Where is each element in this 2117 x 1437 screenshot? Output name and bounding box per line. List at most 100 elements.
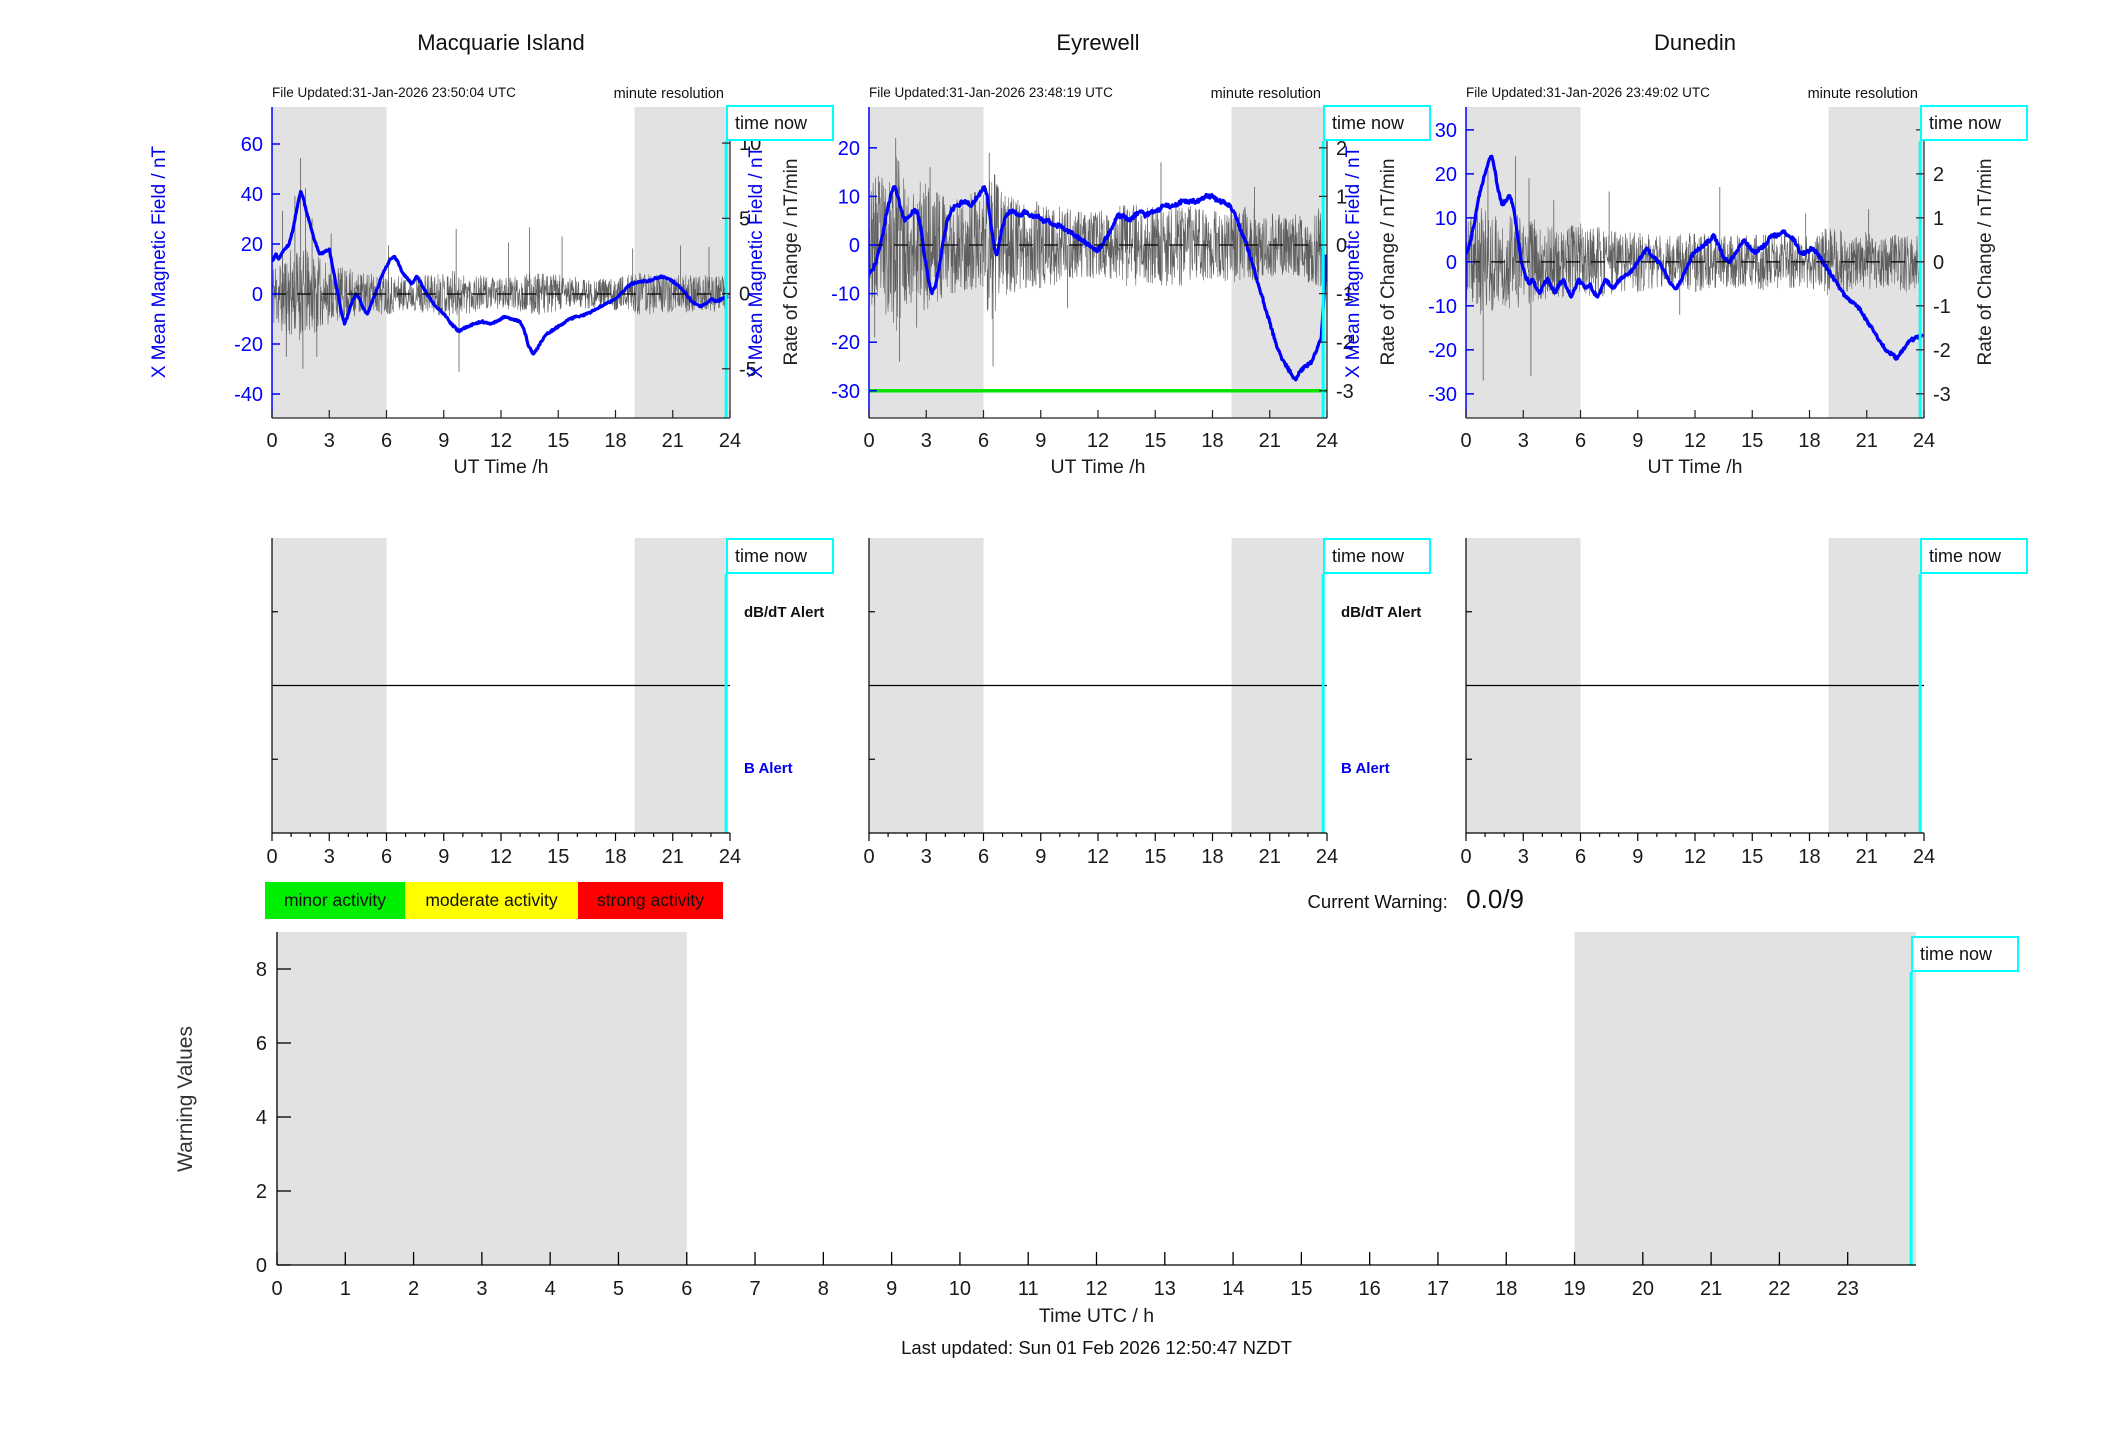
- svg-text:10: 10: [949, 1278, 971, 1300]
- svg-text:3: 3: [1518, 430, 1529, 452]
- x-tick-labels: 0 3 6 9 12 15 18 21 24: [266, 430, 741, 452]
- svg-text:5: 5: [613, 1278, 624, 1300]
- time-now-label: time now: [1920, 538, 2028, 574]
- svg-text:9: 9: [1632, 430, 1643, 452]
- left-tick-labels: 60 40 20 0 -20 -40: [234, 134, 263, 406]
- x-axis-title: UT Time /h: [453, 456, 549, 478]
- svg-text:24: 24: [1913, 430, 1935, 452]
- svg-text:9: 9: [1035, 430, 1046, 452]
- trace-group: [869, 138, 1327, 382]
- svg-text:-10: -10: [1428, 296, 1457, 318]
- svg-text:18: 18: [1201, 846, 1223, 868]
- svg-text:-1: -1: [1933, 296, 1951, 318]
- svg-text:12: 12: [1684, 846, 1706, 868]
- left-axis-title: X Mean Magnetic Field / nT: [1343, 145, 1364, 379]
- svg-text:-20: -20: [1428, 340, 1457, 362]
- legend-minor-activity: minor activity: [265, 882, 405, 919]
- svg-text:0: 0: [1336, 235, 1347, 257]
- svg-text:-5: -5: [739, 359, 757, 381]
- resolution-note: minute resolution: [1807, 86, 1918, 102]
- time-now-label: time now: [726, 538, 834, 574]
- magnetometer-panel-macquarie-island: 0 3 6 9 12 15 18 21 24 60 40 20 0 -20 -40 10 5 0 -5 Macqua…: [149, 20, 852, 500]
- svg-text:-2: -2: [1336, 332, 1354, 354]
- svg-text:9: 9: [438, 430, 449, 452]
- svg-text:6: 6: [978, 846, 989, 868]
- alert-timeline-macquarie-island: 0 3 6 9 12 15 18 21 24 time now dB/dT Alert B Al…: [152, 530, 852, 900]
- svg-text:6: 6: [1575, 430, 1586, 452]
- svg-text:15: 15: [1741, 846, 1763, 868]
- svg-text:7: 7: [749, 1278, 760, 1300]
- svg-text:18: 18: [1495, 1278, 1517, 1300]
- svg-text:0: 0: [252, 284, 263, 306]
- svg-text:1: 1: [1933, 208, 1944, 230]
- svg-text:0: 0: [849, 235, 860, 257]
- resolution-note: minute resolution: [613, 86, 724, 102]
- x-tick-labels: 0 3 6 9 12 15 18 21 24: [863, 430, 1338, 452]
- svg-text:6: 6: [681, 1278, 692, 1300]
- trace-group: [272, 158, 730, 372]
- svg-text:12: 12: [1684, 430, 1706, 452]
- svg-text:-20: -20: [234, 334, 263, 356]
- svg-text:24: 24: [1316, 846, 1338, 868]
- svg-text:13: 13: [1154, 1278, 1176, 1300]
- x-tick-labels: 0 1 2 3 4 5 6 7 8 9 10 11 12 13 14 15 16 17 18 19 20 21 22 23: [271, 1278, 1858, 1300]
- svg-text:30: 30: [1435, 120, 1457, 142]
- svg-text:-1: -1: [1336, 284, 1354, 306]
- right-tick-labels: 2 1 0 -1 -2 -3: [1336, 138, 1354, 403]
- y-tick-labels: 0 2 4 6 8: [256, 959, 267, 1277]
- time-now-label: time now: [1323, 105, 1431, 141]
- svg-text:6: 6: [256, 1033, 267, 1055]
- svg-text:6: 6: [978, 430, 989, 452]
- svg-text:2: 2: [1336, 138, 1347, 160]
- svg-text:18: 18: [604, 430, 626, 452]
- svg-text:-2: -2: [1933, 340, 1951, 362]
- svg-text:4: 4: [545, 1278, 556, 1300]
- station-title: Dunedin: [1654, 30, 1736, 55]
- x-tick-labels: 0 3 6 9 12 15 18 21 24: [1460, 430, 1935, 452]
- svg-text:21: 21: [1259, 430, 1281, 452]
- x-axis-title: UT Time /h: [1050, 456, 1146, 478]
- svg-text:8: 8: [818, 1278, 829, 1300]
- svg-text:20: 20: [1632, 1278, 1654, 1300]
- svg-text:19: 19: [1563, 1278, 1585, 1300]
- svg-text:21: 21: [662, 846, 684, 868]
- left-axis-title: X Mean Magnetic Field / nT: [149, 145, 170, 379]
- warning-values-axis-title: Warning Values: [174, 1026, 197, 1172]
- shaded-hours-band: [1574, 932, 1916, 1265]
- svg-text:-30: -30: [831, 381, 860, 403]
- rate-of-change-trace: [869, 156, 1325, 331]
- svg-text:2: 2: [256, 1181, 267, 1203]
- svg-text:-30: -30: [1428, 384, 1457, 406]
- svg-text:10: 10: [838, 186, 860, 208]
- svg-text:5: 5: [739, 208, 750, 230]
- b-alert-label: B Alert: [744, 760, 793, 777]
- svg-text:15: 15: [1741, 430, 1763, 452]
- svg-text:3: 3: [1518, 846, 1529, 868]
- svg-text:24: 24: [1316, 430, 1338, 452]
- svg-text:10: 10: [1435, 208, 1457, 230]
- svg-text:0: 0: [1446, 252, 1457, 274]
- shaded-hours-band: [634, 107, 730, 418]
- x-axis-title: UT Time /h: [1647, 456, 1743, 478]
- svg-text:24: 24: [1913, 846, 1935, 868]
- x-tick-labels: 0 3 6 9 12 15 18 21 24: [1460, 846, 1935, 868]
- svg-text:2: 2: [1933, 164, 1944, 186]
- svg-text:-20: -20: [831, 332, 860, 354]
- legend-moderate-activity: moderate activity: [405, 882, 578, 919]
- db-dt-alert-label: dB/dT Alert: [744, 604, 825, 621]
- svg-text:15: 15: [547, 430, 569, 452]
- svg-text:-3: -3: [1933, 384, 1951, 406]
- svg-text:0: 0: [739, 284, 750, 306]
- left-tick-labels: 20 10 0 -10 -20 -30: [831, 138, 860, 403]
- svg-text:0: 0: [256, 1255, 267, 1277]
- alert-timeline-eyrewell: 0 3 6 9 12 15 18 21 24 time now dB/dT Alert B Al…: [749, 530, 1449, 900]
- right-axis-title: Rate of Change / nT/min: [1975, 158, 1996, 366]
- svg-text:40: 40: [241, 184, 263, 206]
- right-tick-labels: 3210-1-2-3: [1933, 120, 1951, 406]
- svg-text:0: 0: [1933, 252, 1944, 274]
- svg-text:60: 60: [241, 134, 263, 156]
